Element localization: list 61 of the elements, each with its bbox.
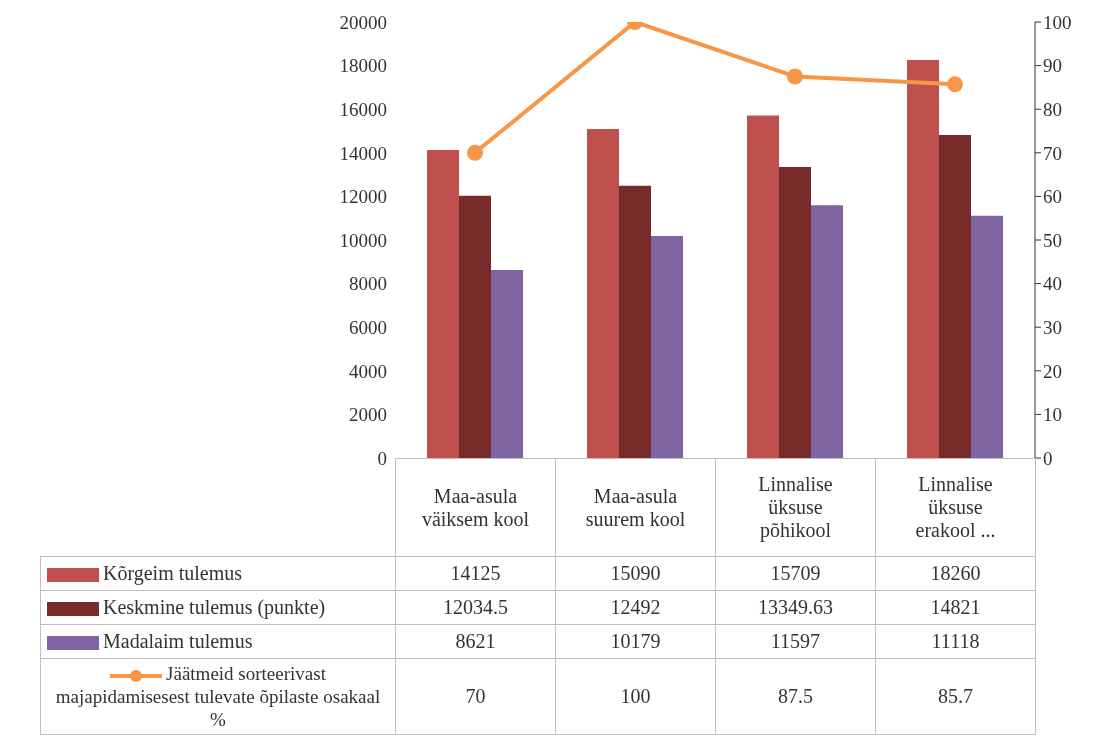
bar	[907, 59, 939, 458]
y2-tick-label: 10	[1043, 404, 1062, 426]
y-tick-label: 16000	[339, 98, 387, 120]
bar	[971, 215, 1003, 458]
bar	[651, 236, 683, 458]
bar	[427, 150, 459, 458]
y-tick-label: 12000	[339, 186, 387, 208]
y2-tick-label: 70	[1043, 142, 1062, 164]
y-tick-label: 18000	[339, 55, 387, 77]
y2-tick-label: 50	[1043, 229, 1062, 251]
data-label: 14821	[875, 590, 1036, 625]
y2-tick-label: 80	[1043, 98, 1062, 120]
data-label: 12034.5	[395, 590, 556, 625]
data-label: 100	[555, 658, 716, 735]
bar	[491, 270, 523, 458]
y2-tick-label: 60	[1043, 186, 1062, 208]
data-label: 10179	[555, 624, 716, 659]
y-tick-label: 20000	[339, 11, 387, 33]
data-label: 15709	[715, 556, 876, 591]
data-label: 14125	[395, 556, 556, 591]
bar	[939, 134, 971, 458]
y-tick-label: 4000	[349, 360, 387, 382]
data-label: 12492	[555, 590, 716, 625]
data-label: 8621	[395, 624, 556, 659]
data-label: 18260	[875, 556, 1036, 591]
legend-label: Madalaim tulemus	[102, 630, 253, 652]
y-tick-label: 8000	[349, 273, 387, 295]
y2-tick-label: 30	[1043, 316, 1062, 338]
y2-tick-label: 20	[1043, 360, 1062, 382]
x-tick-label: Linnalise üksuse erakool ...	[875, 458, 1036, 557]
data-label: 87.5	[715, 658, 876, 735]
y2-tick-label: 40	[1043, 273, 1062, 295]
bar	[619, 185, 651, 458]
point	[787, 68, 803, 85]
legend-label: Kõrgeim tulemus	[102, 562, 243, 584]
y-tick-label: 10000	[339, 229, 387, 251]
y-tick-label: 14000	[339, 142, 387, 164]
x-tick-label: Maa-asula suurem kool	[555, 458, 716, 557]
y2-tick-label: 0	[1043, 447, 1053, 469]
bar	[779, 166, 811, 458]
bar	[459, 195, 491, 458]
y-tick-label: 2000	[349, 404, 387, 426]
legend-label: Keskmine tulemus (punkte)	[102, 596, 326, 618]
x-tick-label: Maa-asula väiksem kool	[395, 458, 556, 557]
bar	[811, 205, 843, 458]
y-tick-label: 6000	[349, 316, 387, 338]
bar	[587, 129, 619, 458]
bar	[747, 115, 779, 458]
data-label: 70	[395, 658, 556, 735]
point	[947, 76, 963, 93]
y2-tick-label: 100	[1043, 11, 1072, 33]
y2-tick-label: 90	[1043, 55, 1062, 77]
data-label: 15090	[555, 556, 716, 591]
y-tick-label: 0	[377, 447, 387, 469]
data-label: 11118	[875, 624, 1036, 659]
x-tick-label: Linnalise üksuse põhikool	[715, 458, 876, 557]
point	[467, 144, 483, 161]
data-label: 11597	[715, 624, 876, 659]
data-label: 85.7	[875, 658, 1036, 735]
legend-label: Jäätmeid sorteerivast majapidamisesest tulevate õpilaste osakaal %	[55, 663, 381, 730]
data-label: 13349.63	[715, 590, 876, 625]
